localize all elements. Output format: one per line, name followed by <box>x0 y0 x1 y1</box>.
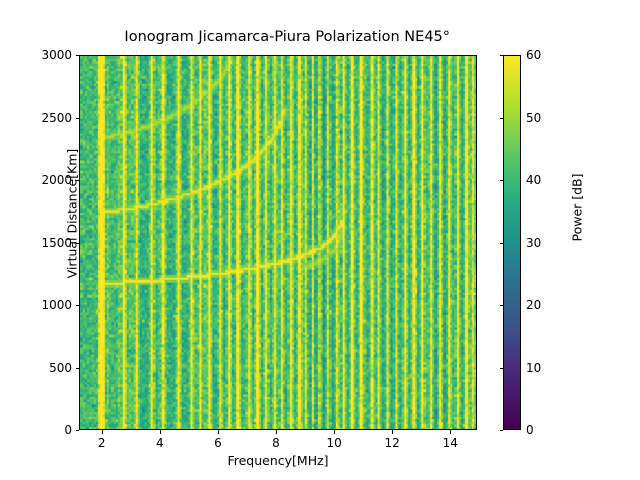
x-axis-label: Frequency[MHz] <box>227 453 329 468</box>
xtick-mark <box>450 430 452 434</box>
colorbar <box>503 55 521 430</box>
ytick-mark <box>75 242 79 244</box>
colorbar-tick-label: 0 <box>526 423 534 437</box>
colorbar-tick-label: 50 <box>526 110 542 125</box>
xtick-label: 12 <box>384 436 400 450</box>
colorbar-tick-label: 10 <box>526 360 542 375</box>
ytick-label: 1000 <box>41 298 72 312</box>
xtick-mark <box>217 430 219 434</box>
colorbar-tick-mark <box>499 430 503 431</box>
xtick-label: 10 <box>326 436 342 450</box>
colorbar-tick-mark <box>499 305 503 306</box>
xtick-label: 8 <box>272 436 280 450</box>
ytick-label: 3000 <box>41 48 72 62</box>
colorbar-tick-label: 30 <box>526 235 542 250</box>
xtick-label: 14 <box>442 436 458 450</box>
ytick-mark <box>75 55 79 56</box>
ionogram-heatmap <box>80 56 476 429</box>
xtick-mark <box>334 430 336 434</box>
ytick-mark <box>75 117 79 119</box>
ytick-mark <box>75 430 79 431</box>
xtick-mark <box>276 430 277 434</box>
ytick-label: 500 <box>49 360 72 375</box>
xtick-mark <box>392 430 394 434</box>
colorbar-tick-label: 40 <box>526 173 542 187</box>
ytick-label: 2500 <box>41 110 72 125</box>
colorbar-tick-mark <box>499 242 503 244</box>
ytick-label: 1500 <box>41 235 72 250</box>
xtick-mark <box>101 430 103 434</box>
colorbar-tick-mark <box>499 55 503 56</box>
ytick-label: 2000 <box>41 173 72 187</box>
ytick-mark <box>75 180 79 181</box>
xtick-label: 6 <box>214 436 222 450</box>
colorbar-tick-mark <box>499 367 503 369</box>
xtick-label: 4 <box>155 436 164 450</box>
ytick-label: 0 <box>64 423 72 437</box>
y-axis-label: Virtual Distance[Km] <box>64 148 80 279</box>
xtick-mark <box>159 430 161 434</box>
colorbar-tick-mark <box>499 117 503 119</box>
colorbar-tick-label: 60 <box>526 48 542 62</box>
plot-area <box>79 55 477 430</box>
xtick-label: 2 <box>97 436 106 450</box>
colorbar-tick-label: 20 <box>526 298 542 312</box>
ytick-mark <box>75 305 79 306</box>
ytick-mark <box>75 367 79 369</box>
colorbar-tick-mark <box>499 180 503 181</box>
title-line-1: Ionogram Jicamarca-Piura Polarization NE… <box>124 29 451 45</box>
colorbar-label: Power [dB] <box>569 173 585 242</box>
